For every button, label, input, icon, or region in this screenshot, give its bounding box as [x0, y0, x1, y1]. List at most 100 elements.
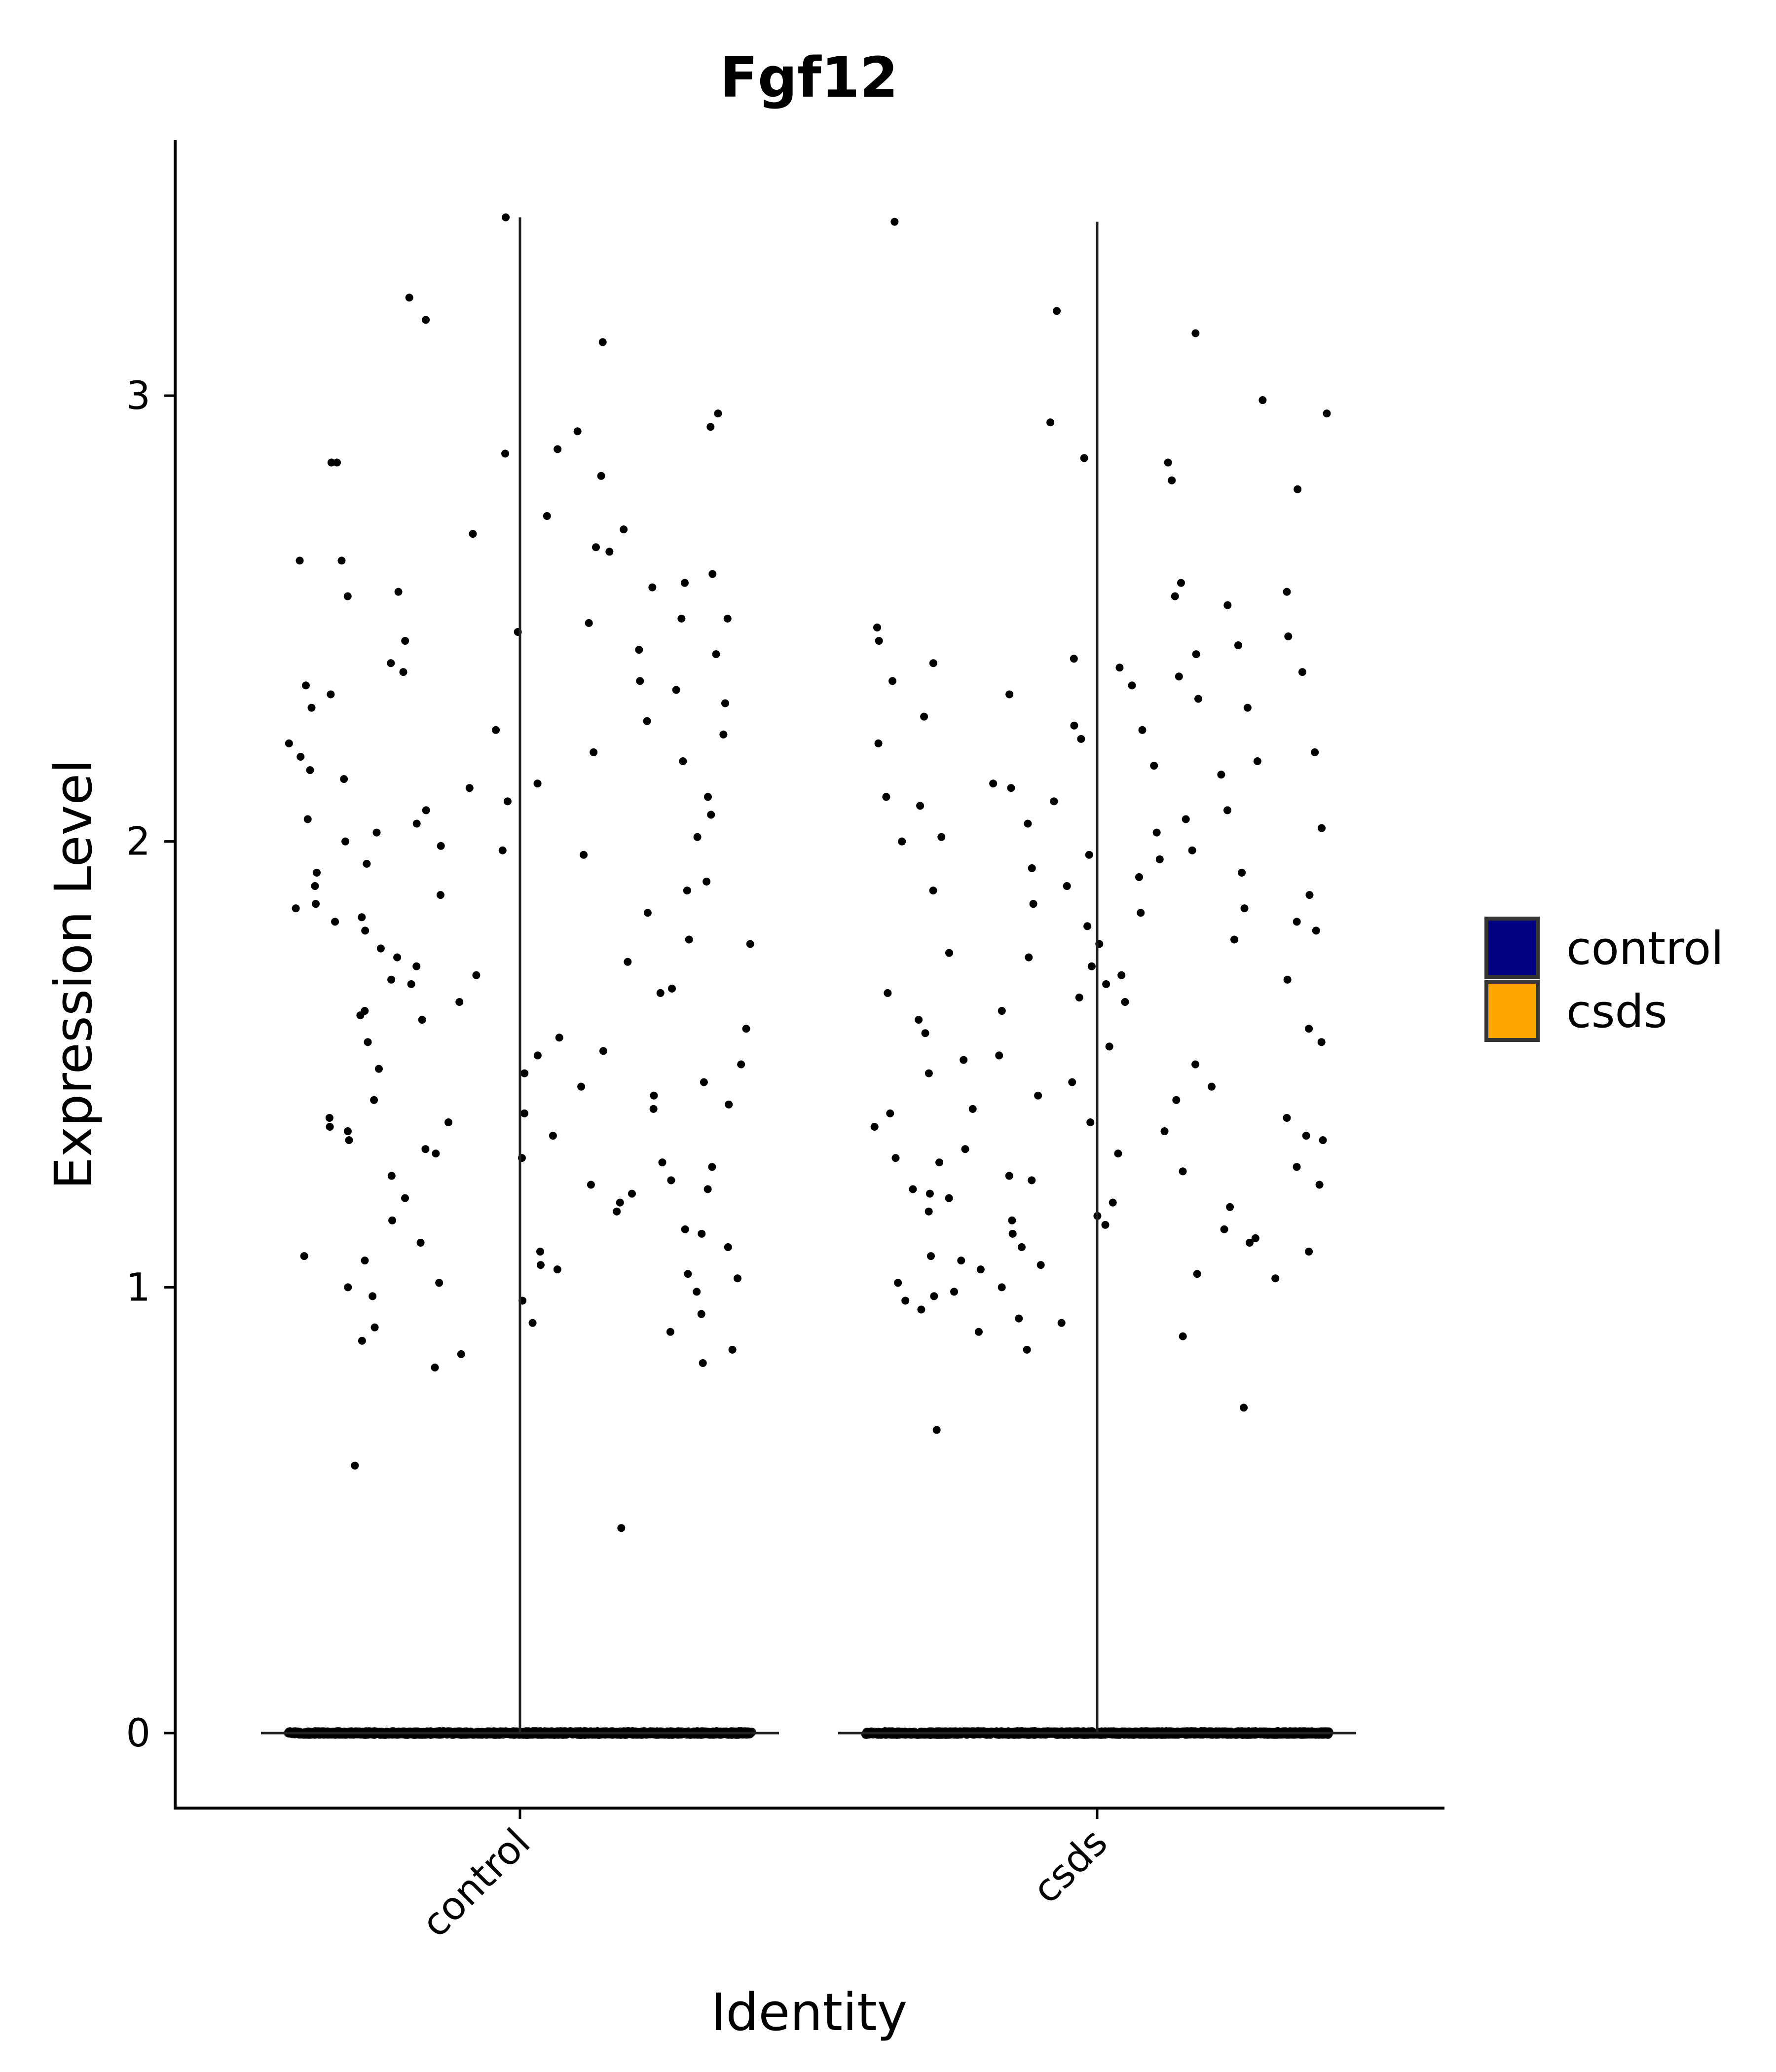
data-point [1226, 1203, 1234, 1211]
data-point [1207, 1082, 1216, 1091]
violins-layer [261, 217, 1356, 1735]
data-point [543, 512, 551, 520]
data-point [960, 1056, 968, 1064]
data-point [901, 1296, 910, 1305]
data-point [369, 1292, 377, 1300]
data-point [945, 949, 953, 957]
data-point [636, 677, 644, 685]
data-point [337, 556, 346, 565]
data-point [719, 730, 728, 739]
data-point [1024, 819, 1032, 828]
data-point [1223, 806, 1232, 814]
zero-point [1086, 1727, 1096, 1737]
data-point [1008, 1216, 1016, 1224]
data-point [888, 677, 897, 685]
data-point [1258, 396, 1267, 405]
data-point [746, 940, 754, 948]
data-point [412, 962, 421, 970]
data-point [929, 659, 937, 667]
data-point [372, 828, 381, 837]
data-point [874, 739, 883, 747]
data-point [1070, 655, 1078, 663]
data-point [536, 1248, 544, 1256]
data-point [1085, 851, 1093, 859]
data-point [1243, 703, 1252, 712]
data-point [930, 1292, 938, 1300]
data-point [974, 1328, 983, 1336]
data-point [333, 458, 341, 467]
data-point [1015, 1314, 1023, 1323]
data-point [1115, 664, 1124, 672]
data-point [624, 958, 632, 966]
data-point [926, 1252, 935, 1260]
legend: control csds [1484, 917, 1724, 1042]
data-point [1057, 1319, 1066, 1327]
data-point [1317, 824, 1326, 832]
data-point [573, 427, 582, 436]
data-point [737, 1060, 745, 1069]
data-point [643, 909, 652, 917]
data-point [635, 646, 643, 654]
data-point [312, 900, 320, 908]
data-point [1101, 1221, 1110, 1229]
data-point [300, 1252, 308, 1260]
data-point [455, 998, 464, 1006]
data-point [356, 1011, 365, 1020]
data-point [577, 1082, 586, 1091]
data-point [502, 213, 510, 222]
data-point [870, 1123, 879, 1131]
data-point [327, 458, 335, 467]
data-point [683, 887, 691, 895]
data-point [326, 1123, 334, 1131]
data-point [916, 802, 925, 810]
data-point [995, 1051, 1003, 1060]
data-point [1293, 1163, 1301, 1171]
data-point [886, 1109, 894, 1117]
data-point [528, 1319, 537, 1327]
data-point [1293, 918, 1301, 926]
points-layer [284, 213, 1333, 1739]
data-point [597, 472, 605, 480]
data-point [437, 842, 445, 850]
data-point [296, 752, 305, 761]
data-point [882, 793, 890, 801]
data-point [307, 703, 316, 712]
data-point [1007, 784, 1015, 792]
data-point [1305, 891, 1314, 899]
data-point [733, 1274, 741, 1283]
data-point [1005, 690, 1014, 699]
legend-label: csds [1566, 985, 1667, 1038]
data-point [1168, 476, 1176, 484]
y-tick-label: 2 [126, 820, 150, 864]
data-point [616, 1198, 624, 1207]
data-point [553, 1265, 561, 1274]
data-point [311, 882, 319, 890]
y-axis-title: Expression Level [43, 759, 104, 1189]
data-point [989, 779, 998, 788]
data-point [1240, 1404, 1248, 1412]
data-point [909, 1185, 917, 1193]
data-point [1172, 1096, 1181, 1104]
data-point [358, 913, 366, 922]
data-point [968, 1105, 977, 1113]
x-tick-label: control [413, 1820, 539, 1946]
data-point [343, 1127, 352, 1136]
y-ticks: 0 1 2 3 [126, 374, 175, 1756]
data-point [1284, 632, 1293, 640]
data-point [976, 1265, 985, 1274]
data-point [1137, 909, 1145, 917]
data-point [587, 1181, 595, 1189]
data-point [699, 1359, 707, 1367]
data-point [915, 1016, 923, 1024]
data-point [1128, 681, 1136, 690]
data-point [370, 1096, 378, 1104]
data-point [723, 614, 732, 623]
data-point [503, 797, 512, 806]
data-point [693, 1288, 701, 1296]
data-point [431, 1363, 439, 1371]
data-point [345, 1136, 353, 1145]
data-point [703, 1185, 712, 1193]
data-point [1063, 882, 1071, 890]
data-point [925, 1207, 933, 1216]
data-point [998, 1283, 1006, 1292]
